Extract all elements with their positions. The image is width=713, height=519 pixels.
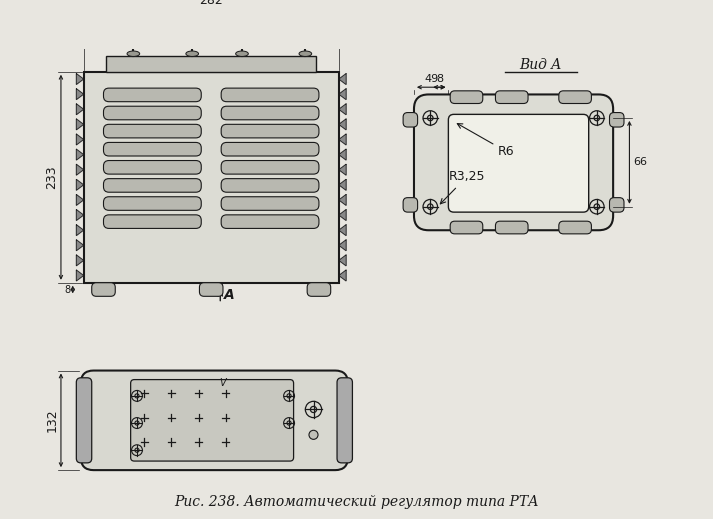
Polygon shape (76, 119, 83, 130)
FancyBboxPatch shape (103, 215, 201, 228)
Ellipse shape (186, 40, 198, 46)
Ellipse shape (236, 18, 248, 24)
Text: 233: 233 (45, 166, 58, 189)
Ellipse shape (236, 29, 248, 35)
Text: R6: R6 (457, 124, 515, 158)
Polygon shape (76, 180, 83, 190)
Polygon shape (339, 195, 346, 206)
FancyBboxPatch shape (403, 198, 418, 212)
FancyBboxPatch shape (559, 221, 591, 234)
Ellipse shape (186, 18, 198, 24)
FancyBboxPatch shape (103, 197, 201, 210)
Ellipse shape (186, 51, 198, 57)
Polygon shape (76, 210, 83, 221)
Polygon shape (76, 225, 83, 236)
Text: 8: 8 (436, 75, 443, 85)
Polygon shape (76, 149, 83, 160)
Polygon shape (339, 119, 346, 130)
FancyBboxPatch shape (610, 113, 624, 127)
FancyBboxPatch shape (130, 379, 294, 461)
Ellipse shape (236, 40, 248, 46)
FancyBboxPatch shape (103, 106, 201, 120)
FancyBboxPatch shape (81, 371, 348, 470)
FancyBboxPatch shape (221, 142, 319, 156)
Polygon shape (76, 240, 83, 251)
Polygon shape (339, 149, 346, 160)
FancyBboxPatch shape (496, 91, 528, 103)
FancyBboxPatch shape (610, 198, 624, 212)
Polygon shape (76, 255, 83, 266)
Ellipse shape (299, 29, 312, 35)
FancyBboxPatch shape (221, 125, 319, 138)
FancyBboxPatch shape (450, 91, 483, 103)
FancyBboxPatch shape (221, 88, 319, 102)
Text: Рис. 238. Автоматический регулятор типа РТА: Рис. 238. Автоматический регулятор типа … (174, 495, 538, 509)
FancyBboxPatch shape (103, 142, 201, 156)
FancyBboxPatch shape (221, 106, 319, 120)
FancyBboxPatch shape (92, 283, 116, 296)
Polygon shape (339, 210, 346, 221)
FancyBboxPatch shape (450, 221, 483, 234)
Text: 66: 66 (633, 157, 647, 167)
Circle shape (309, 430, 318, 440)
FancyBboxPatch shape (76, 378, 92, 463)
Text: V: V (220, 378, 226, 388)
Polygon shape (83, 72, 339, 283)
FancyBboxPatch shape (103, 179, 201, 192)
FancyBboxPatch shape (337, 378, 352, 463)
Text: A: A (224, 288, 235, 302)
Text: 132: 132 (45, 408, 58, 432)
Polygon shape (76, 195, 83, 206)
Polygon shape (76, 270, 83, 281)
Text: Вид A: Вид A (520, 58, 562, 72)
Ellipse shape (127, 40, 140, 46)
Polygon shape (76, 134, 83, 145)
Text: R3,25: R3,25 (441, 170, 485, 204)
Ellipse shape (299, 18, 312, 24)
Polygon shape (339, 270, 346, 281)
Ellipse shape (186, 29, 198, 35)
Polygon shape (76, 165, 83, 175)
Text: 8: 8 (65, 284, 71, 294)
Polygon shape (339, 240, 346, 251)
FancyBboxPatch shape (221, 160, 319, 174)
Text: 282: 282 (200, 0, 223, 7)
Polygon shape (339, 74, 346, 85)
FancyBboxPatch shape (221, 197, 319, 210)
Ellipse shape (236, 51, 248, 57)
Polygon shape (339, 134, 346, 145)
FancyBboxPatch shape (103, 160, 201, 174)
Ellipse shape (127, 29, 140, 35)
Polygon shape (339, 165, 346, 175)
Polygon shape (76, 104, 83, 115)
Ellipse shape (127, 51, 140, 57)
Polygon shape (76, 89, 83, 100)
FancyBboxPatch shape (103, 88, 201, 102)
Ellipse shape (299, 51, 312, 57)
FancyBboxPatch shape (103, 125, 201, 138)
Polygon shape (76, 74, 83, 85)
FancyBboxPatch shape (307, 283, 331, 296)
Polygon shape (339, 225, 346, 236)
FancyBboxPatch shape (448, 114, 589, 212)
Polygon shape (106, 56, 317, 72)
Text: 49: 49 (424, 75, 438, 85)
Polygon shape (339, 89, 346, 100)
FancyBboxPatch shape (496, 221, 528, 234)
FancyBboxPatch shape (221, 179, 319, 192)
Polygon shape (339, 104, 346, 115)
Ellipse shape (127, 18, 140, 24)
FancyBboxPatch shape (414, 94, 613, 230)
Polygon shape (339, 255, 346, 266)
Polygon shape (339, 180, 346, 190)
FancyBboxPatch shape (200, 283, 223, 296)
FancyBboxPatch shape (403, 113, 418, 127)
FancyBboxPatch shape (559, 91, 591, 103)
Ellipse shape (299, 40, 312, 46)
FancyBboxPatch shape (221, 215, 319, 228)
